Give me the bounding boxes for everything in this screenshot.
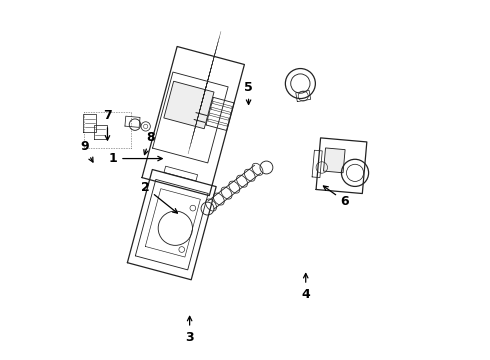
Text: 2: 2 (141, 181, 177, 213)
Text: 3: 3 (185, 316, 194, 344)
Text: 1: 1 (108, 152, 162, 165)
Polygon shape (164, 81, 214, 129)
Polygon shape (323, 148, 345, 173)
Text: 8: 8 (144, 131, 155, 154)
Text: 9: 9 (80, 140, 93, 162)
Text: 4: 4 (301, 274, 310, 301)
Text: 5: 5 (244, 81, 253, 104)
Text: 6: 6 (323, 186, 349, 208)
Text: 7: 7 (103, 109, 112, 140)
